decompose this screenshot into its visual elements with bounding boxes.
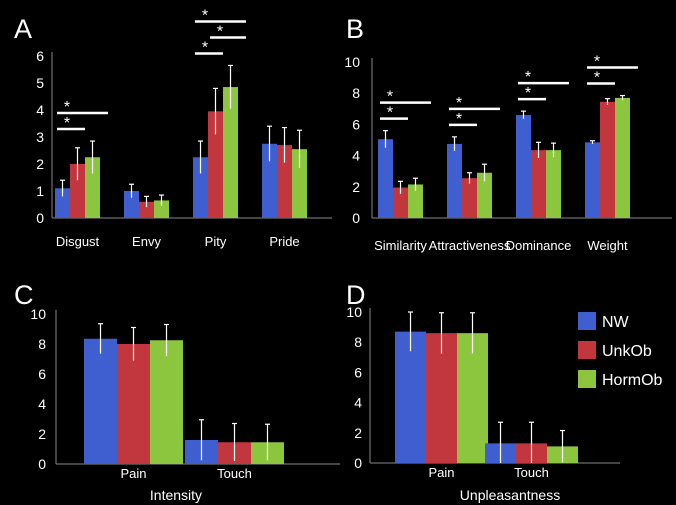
bar	[408, 184, 423, 218]
category-label: Touch	[514, 465, 549, 480]
bar	[277, 145, 292, 218]
y-tick-label: 8	[352, 85, 360, 101]
y-tick-label: 10	[346, 304, 362, 320]
panel-label: D	[346, 280, 366, 310]
significance-marker: *	[525, 69, 531, 86]
bar	[124, 191, 139, 218]
y-tick-label: 2	[38, 426, 46, 442]
significance-marker: *	[387, 89, 393, 106]
y-tick-label: 2	[354, 425, 362, 441]
y-tick-label: 4	[354, 395, 362, 411]
y-tick-label: 3	[36, 129, 44, 145]
significance-marker: *	[525, 85, 531, 102]
y-tick-label: 10	[30, 306, 46, 322]
bar	[117, 344, 150, 464]
bar	[393, 187, 408, 218]
bar	[70, 164, 85, 218]
bar	[85, 157, 100, 218]
y-tick-label: 4	[36, 102, 44, 118]
bar	[193, 157, 208, 218]
significance-marker: *	[387, 105, 393, 122]
legend-label: UnkOb	[602, 343, 652, 360]
significance-marker: *	[594, 70, 600, 87]
bar	[600, 101, 615, 218]
y-tick-label: 5	[36, 75, 44, 91]
y-tick-label: 2	[36, 156, 44, 172]
category-label: Pity	[205, 234, 227, 249]
category-label: Similarity	[374, 238, 427, 253]
x-axis-title: Intensity	[150, 487, 202, 503]
bar	[150, 340, 183, 464]
y-tick-label: 4	[352, 148, 360, 164]
category-label: Pain	[428, 465, 454, 480]
category-label: Weight	[587, 238, 628, 253]
category-label: Disgust	[56, 234, 100, 249]
bar	[395, 331, 426, 463]
y-tick-label: 0	[38, 456, 46, 472]
bar	[223, 87, 238, 218]
category-label: Pain	[120, 466, 146, 481]
bar	[447, 143, 462, 218]
significance-marker: *	[64, 115, 70, 132]
significance-marker: *	[64, 99, 70, 116]
bar	[84, 338, 117, 464]
panel-label: A	[14, 14, 32, 44]
legend-swatch	[578, 370, 596, 388]
y-tick-label: 6	[352, 116, 360, 132]
y-tick-label: 6	[38, 366, 46, 382]
significance-marker: *	[202, 39, 208, 56]
bar	[154, 200, 169, 218]
bar	[378, 139, 393, 218]
category-label: Attractiveness	[429, 238, 511, 253]
bar	[516, 115, 531, 218]
y-tick-label: 0	[352, 210, 360, 226]
significance-marker: *	[456, 111, 462, 128]
significance-marker: *	[202, 7, 208, 24]
bar	[208, 111, 223, 218]
significance-marker: *	[594, 54, 600, 71]
y-tick-label: 10	[344, 54, 360, 70]
y-tick-label: 8	[354, 334, 362, 350]
y-tick-label: 6	[36, 48, 44, 64]
bar	[546, 150, 561, 218]
bar	[531, 150, 546, 218]
panel-b: B 0 2 4 6 8 10 Similarity AttractivenessDominanc…	[344, 14, 672, 253]
y-tick-label: 0	[354, 455, 362, 471]
y-tick-label: 2	[352, 179, 360, 195]
category-label: Pride	[269, 234, 299, 249]
y-tick-label: 8	[38, 336, 46, 352]
y-tick-label: 6	[354, 364, 362, 380]
x-axis-title: Unpleasantness	[460, 487, 560, 503]
bar	[426, 333, 457, 463]
bar	[462, 178, 477, 218]
legend-swatch	[578, 341, 596, 359]
y-tick-label: 4	[38, 396, 46, 412]
category-label: Envy	[132, 234, 161, 249]
bar	[55, 188, 70, 218]
bar	[139, 201, 154, 218]
bar	[615, 97, 630, 218]
panel-label: C	[14, 280, 34, 310]
bar	[585, 142, 600, 218]
category-label: Touch	[217, 466, 252, 481]
significance-marker: *	[456, 95, 462, 112]
bar	[262, 143, 277, 218]
y-tick-label: 1	[36, 183, 44, 199]
legend-swatch	[578, 312, 596, 330]
legend-label: NW	[602, 314, 630, 331]
category-label: Dominance	[506, 238, 572, 253]
bar	[477, 172, 492, 218]
legend-label: HormOb	[602, 372, 663, 389]
y-tick-label: 0	[36, 210, 44, 226]
panel-d: D 0 2 4 6 8 10 Pain Touch Unpleasantness NW UnkOb Ho…	[346, 280, 663, 503]
bar	[292, 149, 307, 218]
panel-c: C 0 2 4 6 8 10 Pain Touch Intensity	[14, 280, 340, 503]
panel-label: B	[346, 14, 364, 44]
bar	[457, 333, 488, 463]
significance-marker: *	[217, 23, 223, 40]
